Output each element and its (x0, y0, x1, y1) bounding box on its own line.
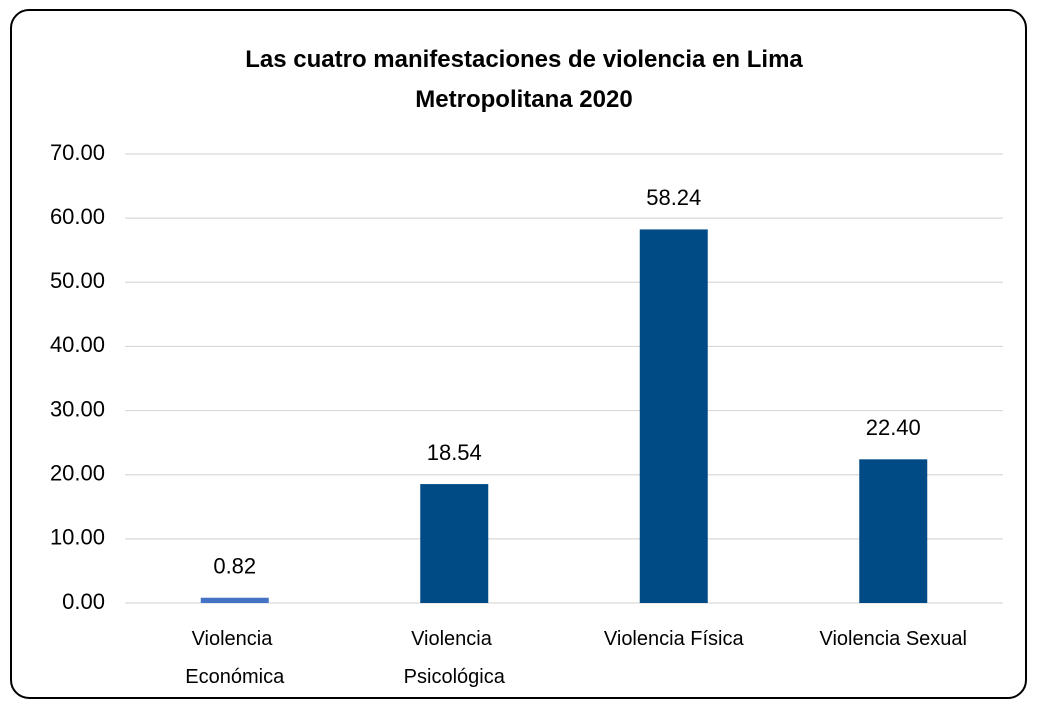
y-tick-label: 70.00 (50, 140, 105, 165)
y-tick-label: 10.00 (50, 525, 105, 550)
value-label: 22.40 (866, 415, 921, 440)
value-label: 18.54 (427, 440, 482, 465)
y-tick-label: 60.00 (50, 204, 105, 229)
value-label: 58.24 (646, 185, 701, 210)
y-tick-label: 20.00 (50, 461, 105, 486)
x-tick-label: Violencia Física (604, 628, 745, 650)
bar (639, 229, 708, 603)
chart-frame (10, 9, 1027, 699)
value-label: 0.82 (213, 554, 256, 579)
bar (420, 484, 489, 603)
y-tick-label: 50.00 (50, 268, 105, 293)
y-tick-label: 30.00 (50, 396, 105, 421)
x-tick-label: Violencia Psicológica (404, 628, 506, 688)
bar (200, 597, 269, 603)
y-tick-label: 40.00 (50, 332, 105, 357)
bar (859, 459, 928, 603)
y-tick-label: 0.00 (62, 589, 105, 614)
x-tick-label: Violencia Sexual (819, 628, 967, 650)
chart-title: Las cuatro manifestaciones de violencia … (245, 46, 803, 113)
x-tick-label: Violencia Económica (185, 628, 285, 688)
